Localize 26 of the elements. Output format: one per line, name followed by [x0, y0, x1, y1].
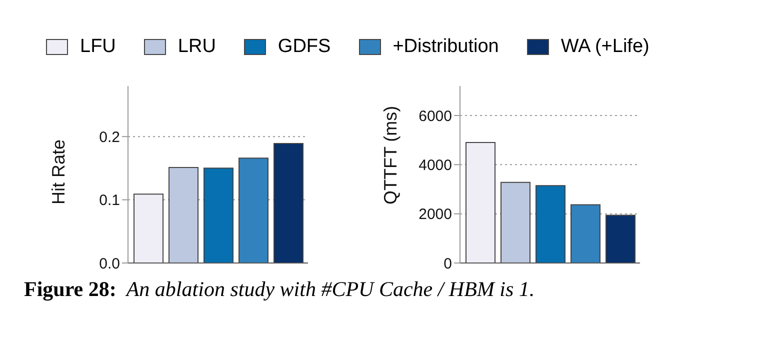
bar [274, 143, 304, 263]
y-tick-label: 0.0 [99, 255, 120, 272]
y-axis-title: QTTFT (ms) [380, 106, 400, 204]
bar [238, 158, 268, 263]
bar [606, 214, 636, 263]
bar [570, 204, 600, 263]
legend-label: GDFS [278, 36, 331, 58]
y-tick-label: 2000 [418, 206, 452, 224]
y-tick-label: 6000 [418, 108, 452, 125]
bar [500, 182, 530, 263]
y-tick-label: 0 [444, 255, 452, 272]
y-tick-label: 0.2 [99, 128, 120, 146]
legend-label: LFU [80, 36, 116, 58]
bar [134, 194, 164, 263]
caption: Figure 28: [24, 277, 116, 301]
bar [168, 167, 198, 263]
bar [466, 142, 496, 263]
y-axis-title: Hit Rate [48, 139, 68, 204]
bar [204, 168, 234, 263]
y-tick-label: 4000 [418, 156, 452, 174]
y-tick-label: 0.1 [99, 192, 120, 210]
text: An ablation study with #CPU Cache / HBM is 1. [126, 277, 535, 301]
legend-label: LRU [178, 36, 216, 58]
legend-label: +Distribution [392, 36, 499, 58]
legend-label: WA (+Life) [560, 36, 650, 58]
bar [536, 185, 566, 263]
